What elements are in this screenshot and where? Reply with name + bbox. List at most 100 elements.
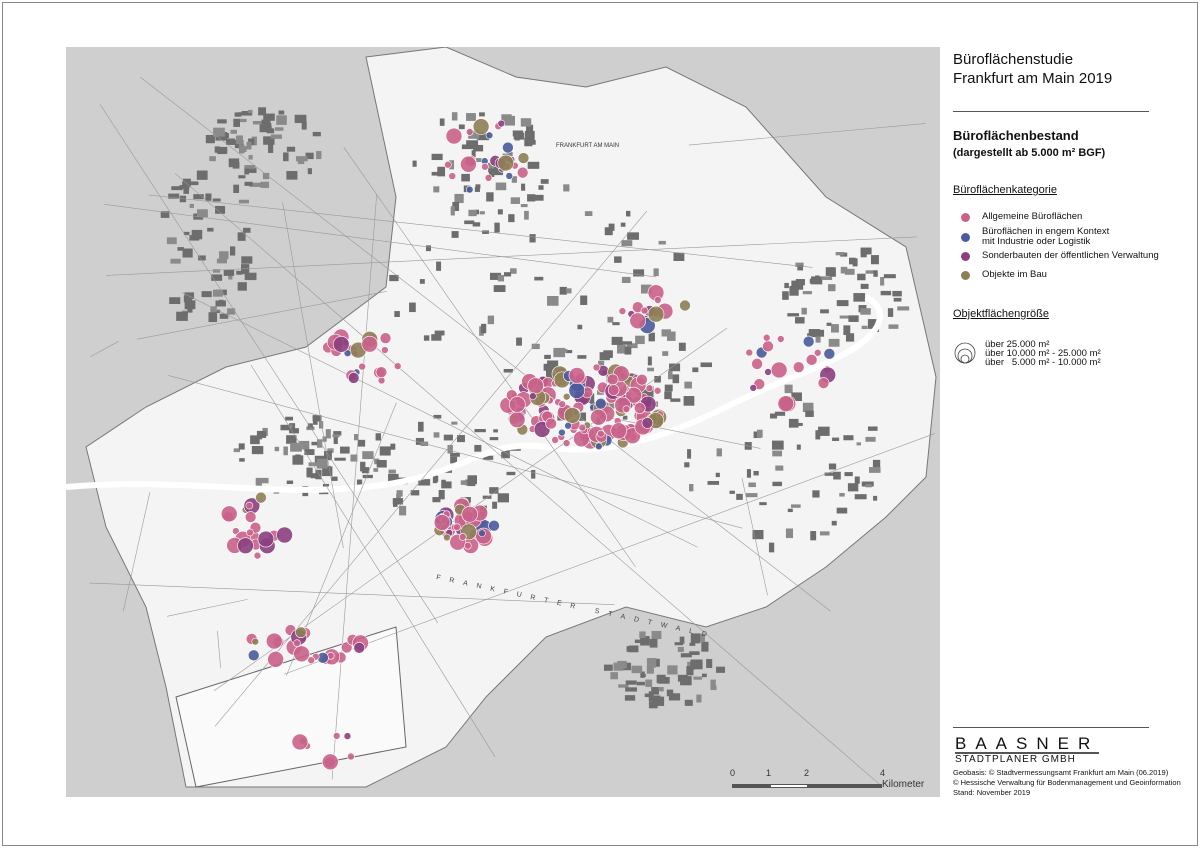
road <box>688 123 926 146</box>
logo-subtitle: STADTPLANER GMBH <box>955 754 1076 765</box>
building-block <box>610 672 618 680</box>
credits: Geobasis: © Stadtvermessungsamt Frankfur… <box>953 768 1181 798</box>
building-block <box>787 508 793 513</box>
building-block <box>306 467 313 478</box>
building-block <box>566 288 572 294</box>
building-block <box>640 673 646 677</box>
road <box>282 202 344 549</box>
office-marker <box>618 307 627 315</box>
road <box>181 292 698 548</box>
building-block <box>857 273 866 281</box>
office-marker <box>255 491 267 504</box>
office-marker <box>485 131 494 140</box>
building-block <box>238 118 247 123</box>
building-block <box>802 402 814 413</box>
office-marker <box>573 430 590 448</box>
building-block <box>856 442 861 446</box>
office-marker <box>253 551 262 560</box>
building-block <box>843 435 854 441</box>
office-marker <box>813 348 822 357</box>
title-block: Büroflächenstudie Frankfurt am Main 2019 <box>953 50 1153 88</box>
building-block <box>196 170 208 180</box>
building-block <box>471 150 476 158</box>
building-block <box>824 472 836 476</box>
office-marker <box>653 386 662 395</box>
section-subheading: (dargestellt ab 5.000 m² BGF) <box>953 147 1106 159</box>
office-marker <box>460 155 477 173</box>
building-block <box>474 428 486 433</box>
building-block <box>640 284 652 294</box>
building-block <box>620 222 626 227</box>
building-block <box>458 124 465 130</box>
building-block <box>241 111 253 116</box>
building-block <box>678 342 686 351</box>
building-block <box>290 442 302 452</box>
building-block <box>244 165 256 169</box>
building-block <box>312 131 321 137</box>
building-block <box>436 261 442 271</box>
building-block <box>787 313 800 317</box>
building-block <box>286 171 298 180</box>
building-block <box>394 311 400 317</box>
building-block <box>392 503 398 507</box>
building-block <box>752 530 764 540</box>
building-block <box>286 435 297 444</box>
building-block <box>186 181 199 186</box>
building-block <box>257 433 263 440</box>
building-block <box>784 384 793 394</box>
building-block <box>260 181 270 188</box>
building-block <box>771 440 784 450</box>
building-block <box>468 130 480 139</box>
office-marker <box>433 514 451 531</box>
building-block <box>818 426 830 436</box>
building-block <box>209 156 216 162</box>
building-block <box>621 276 631 283</box>
building-block <box>497 493 509 503</box>
office-marker <box>276 526 293 544</box>
building-block <box>226 138 236 145</box>
building-block <box>207 227 214 232</box>
building-block <box>443 434 453 441</box>
building-block <box>325 429 331 439</box>
building-block <box>476 133 489 140</box>
building-block <box>379 446 391 456</box>
building-block <box>603 664 613 671</box>
office-marker <box>563 407 581 424</box>
building-block <box>810 531 817 541</box>
office-marker <box>749 384 758 392</box>
building-block <box>340 446 350 454</box>
building-block <box>580 295 588 305</box>
building-block <box>524 130 535 141</box>
building-block <box>362 474 373 479</box>
building-block <box>419 279 425 284</box>
building-block <box>662 351 669 356</box>
building-block <box>669 363 681 372</box>
building-block <box>169 297 181 305</box>
map-canvas[interactable]: FRANKFURT AM MAIN FRANKFURTER STADTWALD <box>66 47 940 797</box>
building-block <box>223 269 235 276</box>
building-block <box>489 272 502 280</box>
building-block <box>270 134 282 139</box>
building-block <box>274 127 284 131</box>
building-block <box>631 665 643 674</box>
building-block <box>614 256 622 263</box>
building-block <box>844 472 853 477</box>
building-block <box>439 118 445 126</box>
building-block <box>844 268 855 275</box>
building-block <box>648 332 655 342</box>
office-marker <box>516 166 529 179</box>
building-block <box>233 184 240 193</box>
building-block <box>625 210 631 217</box>
building-block <box>237 232 246 241</box>
building-block <box>184 300 196 310</box>
legend-label: Büroflächen in engem Kontext mit Industri… <box>982 226 1110 247</box>
building-block <box>247 167 257 173</box>
building-block <box>488 168 495 178</box>
building-block <box>482 455 494 460</box>
office-marker <box>458 533 467 541</box>
building-block <box>680 676 692 686</box>
building-block <box>389 274 399 282</box>
building-block <box>860 283 869 289</box>
building-block <box>710 679 716 689</box>
building-block <box>261 119 271 125</box>
